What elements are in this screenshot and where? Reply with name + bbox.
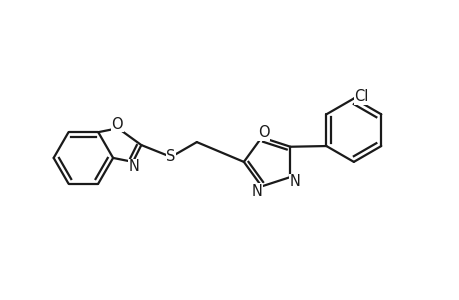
Text: S: S: [166, 149, 175, 164]
Text: O: O: [111, 117, 123, 132]
Text: N: N: [289, 175, 300, 190]
Text: O: O: [257, 125, 269, 140]
Text: N: N: [128, 159, 139, 174]
Text: Cl: Cl: [354, 89, 368, 104]
Text: N: N: [251, 184, 262, 199]
